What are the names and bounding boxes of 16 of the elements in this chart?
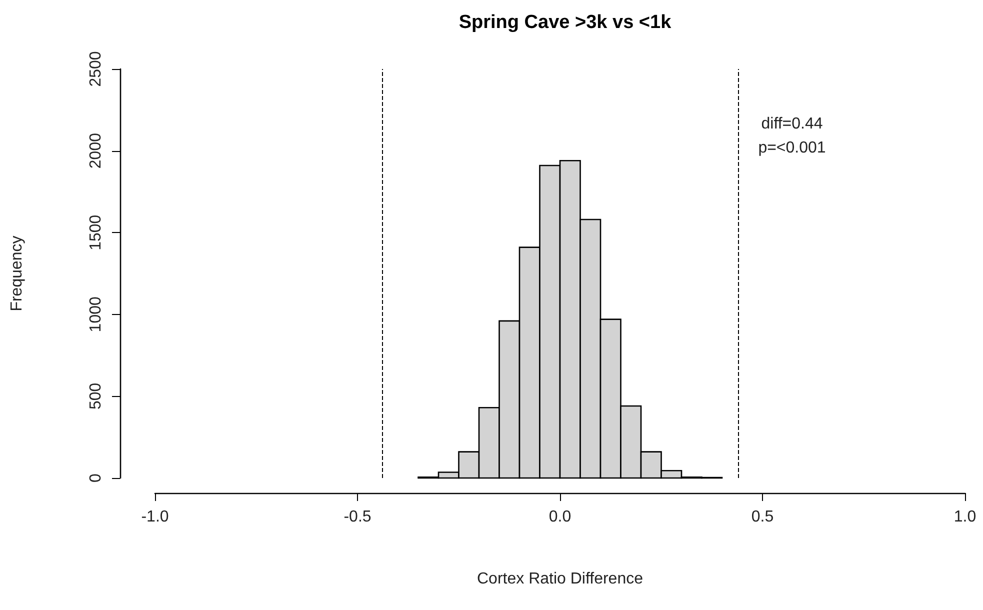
y-tick-label: 2500 [88,51,104,87]
y-tick-label: 0 [88,473,104,482]
x-axis-title: Cortex Ratio Difference [477,570,644,588]
x-tick-label: 1.0 [954,508,976,526]
annotation: diff=0.44 [761,116,823,132]
y-tick-label: 1500 [88,214,104,250]
y-axis-title: Frequency [8,236,26,312]
chart-title: Spring Cave >3k vs <1k [458,12,672,33]
x-tick-label: 0.0 [548,508,572,526]
y-tick-label: 500 [88,382,104,410]
x-tick-label: -1.0 [141,508,169,526]
x-tick-label: -0.5 [344,508,372,526]
annotation: p=<0.001 [758,140,826,156]
y-tick-label: 2000 [88,132,104,169]
x-tick-label: 0.5 [751,508,774,526]
y-tick-label: 1000 [88,296,104,332]
